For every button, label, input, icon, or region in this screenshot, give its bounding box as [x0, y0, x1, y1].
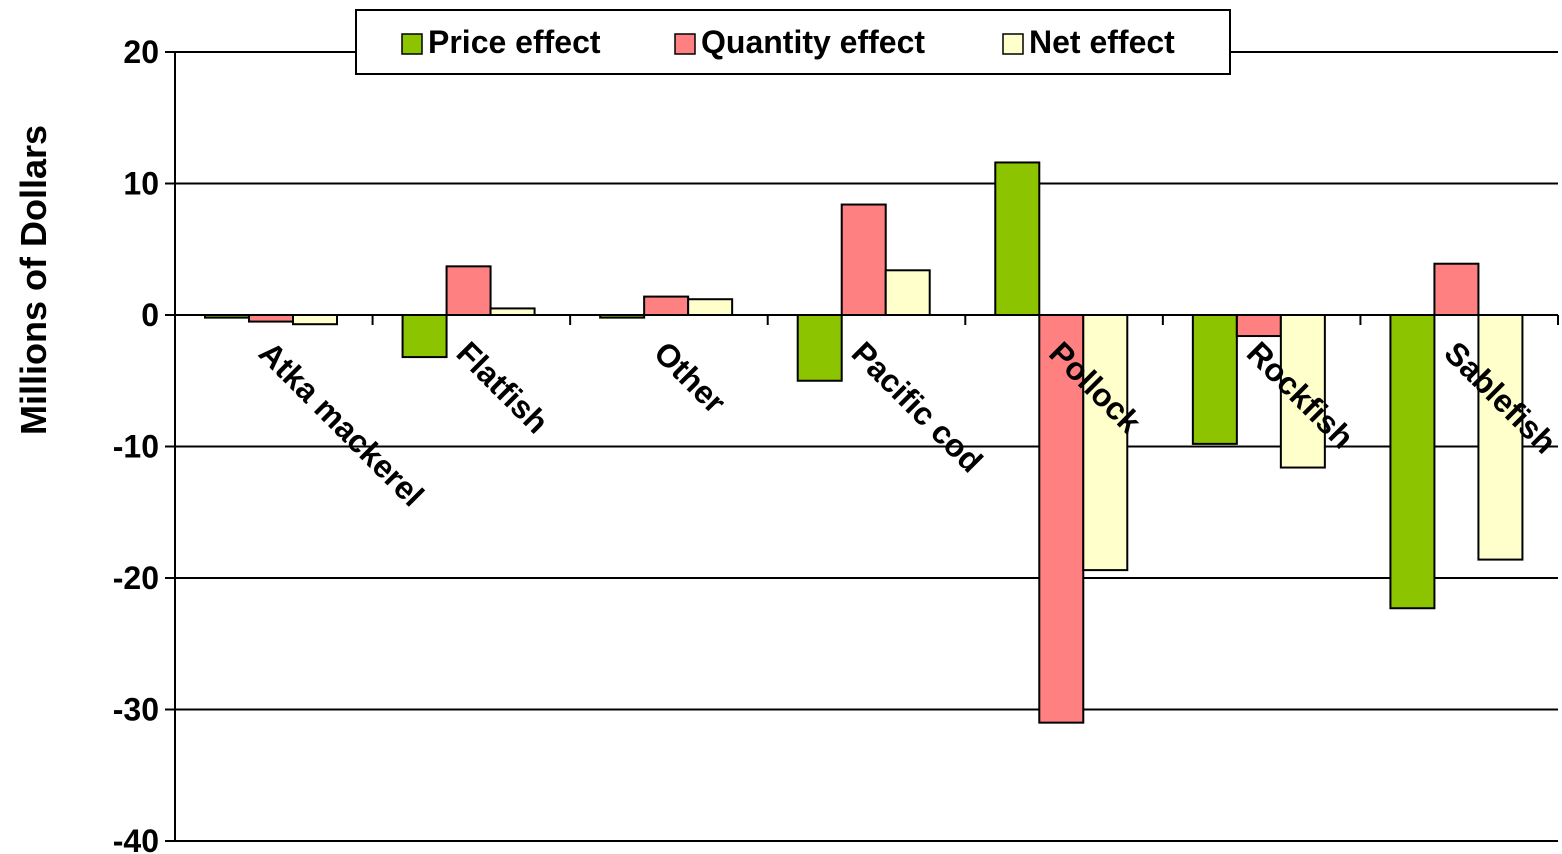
- bar-price-effect: [1389, 314, 1436, 610]
- y-tick-label: -30: [113, 692, 159, 728]
- legend-box: [355, 9, 1231, 75]
- bar-quantity-effect: [840, 203, 887, 316]
- legend-swatch: [1002, 33, 1024, 55]
- bar-quantity-effect: [1038, 314, 1085, 724]
- bar-price-effect: [1191, 314, 1238, 445]
- y-tick-label: -10: [113, 429, 159, 465]
- y-tick-label: 0: [141, 297, 159, 333]
- y-axis-ticks: 20 10 0 -10 -20 -30 -40: [113, 34, 175, 854]
- bar-net-effect: [1082, 314, 1129, 572]
- legend-label: Price effect: [428, 24, 601, 60]
- legend-swatch: [674, 33, 696, 55]
- y-axis-label: Millions of Dollars: [13, 125, 54, 435]
- bar-net-effect: [687, 298, 734, 317]
- gridlines: [175, 51, 1558, 711]
- bar-price-effect: [796, 314, 843, 382]
- legend-swatch: [401, 33, 423, 55]
- y-tick-label: -20: [113, 560, 159, 596]
- x-tick-label: Pacific cod: [845, 334, 990, 479]
- bar-price-effect: [994, 161, 1041, 316]
- x-axis-tick-labels: Atka mackerel Flatfish Other Pacific cod Pol…: [252, 334, 1562, 513]
- axes: [174, 52, 1559, 842]
- bar-net-effect: [1279, 314, 1326, 469]
- bar-net-effect: [292, 314, 338, 326]
- bars: [204, 161, 1524, 724]
- bar-price-effect: [401, 314, 448, 359]
- bar-quantity-effect: [1235, 314, 1282, 338]
- bar-net-effect: [1477, 314, 1524, 561]
- x-tick-label: Flatfish: [450, 334, 556, 440]
- legend-label: Net effect: [1029, 24, 1175, 60]
- bar-quantity-effect: [643, 295, 690, 316]
- legend-label: Quantity effect: [701, 24, 925, 60]
- legend: Price effect Quantity effect Net effect: [355, 9, 1231, 75]
- y-tick-label: -40: [113, 823, 159, 854]
- bar-net-effect: [884, 269, 931, 317]
- bar-quantity-effect: [445, 265, 492, 316]
- bar-quantity-effect: [1433, 262, 1480, 316]
- x-tick-label: Atka mackerel: [252, 334, 431, 513]
- y-tick-label: 10: [123, 166, 159, 202]
- y-tick-label: 20: [123, 34, 159, 70]
- x-tick-label: Other: [647, 334, 733, 420]
